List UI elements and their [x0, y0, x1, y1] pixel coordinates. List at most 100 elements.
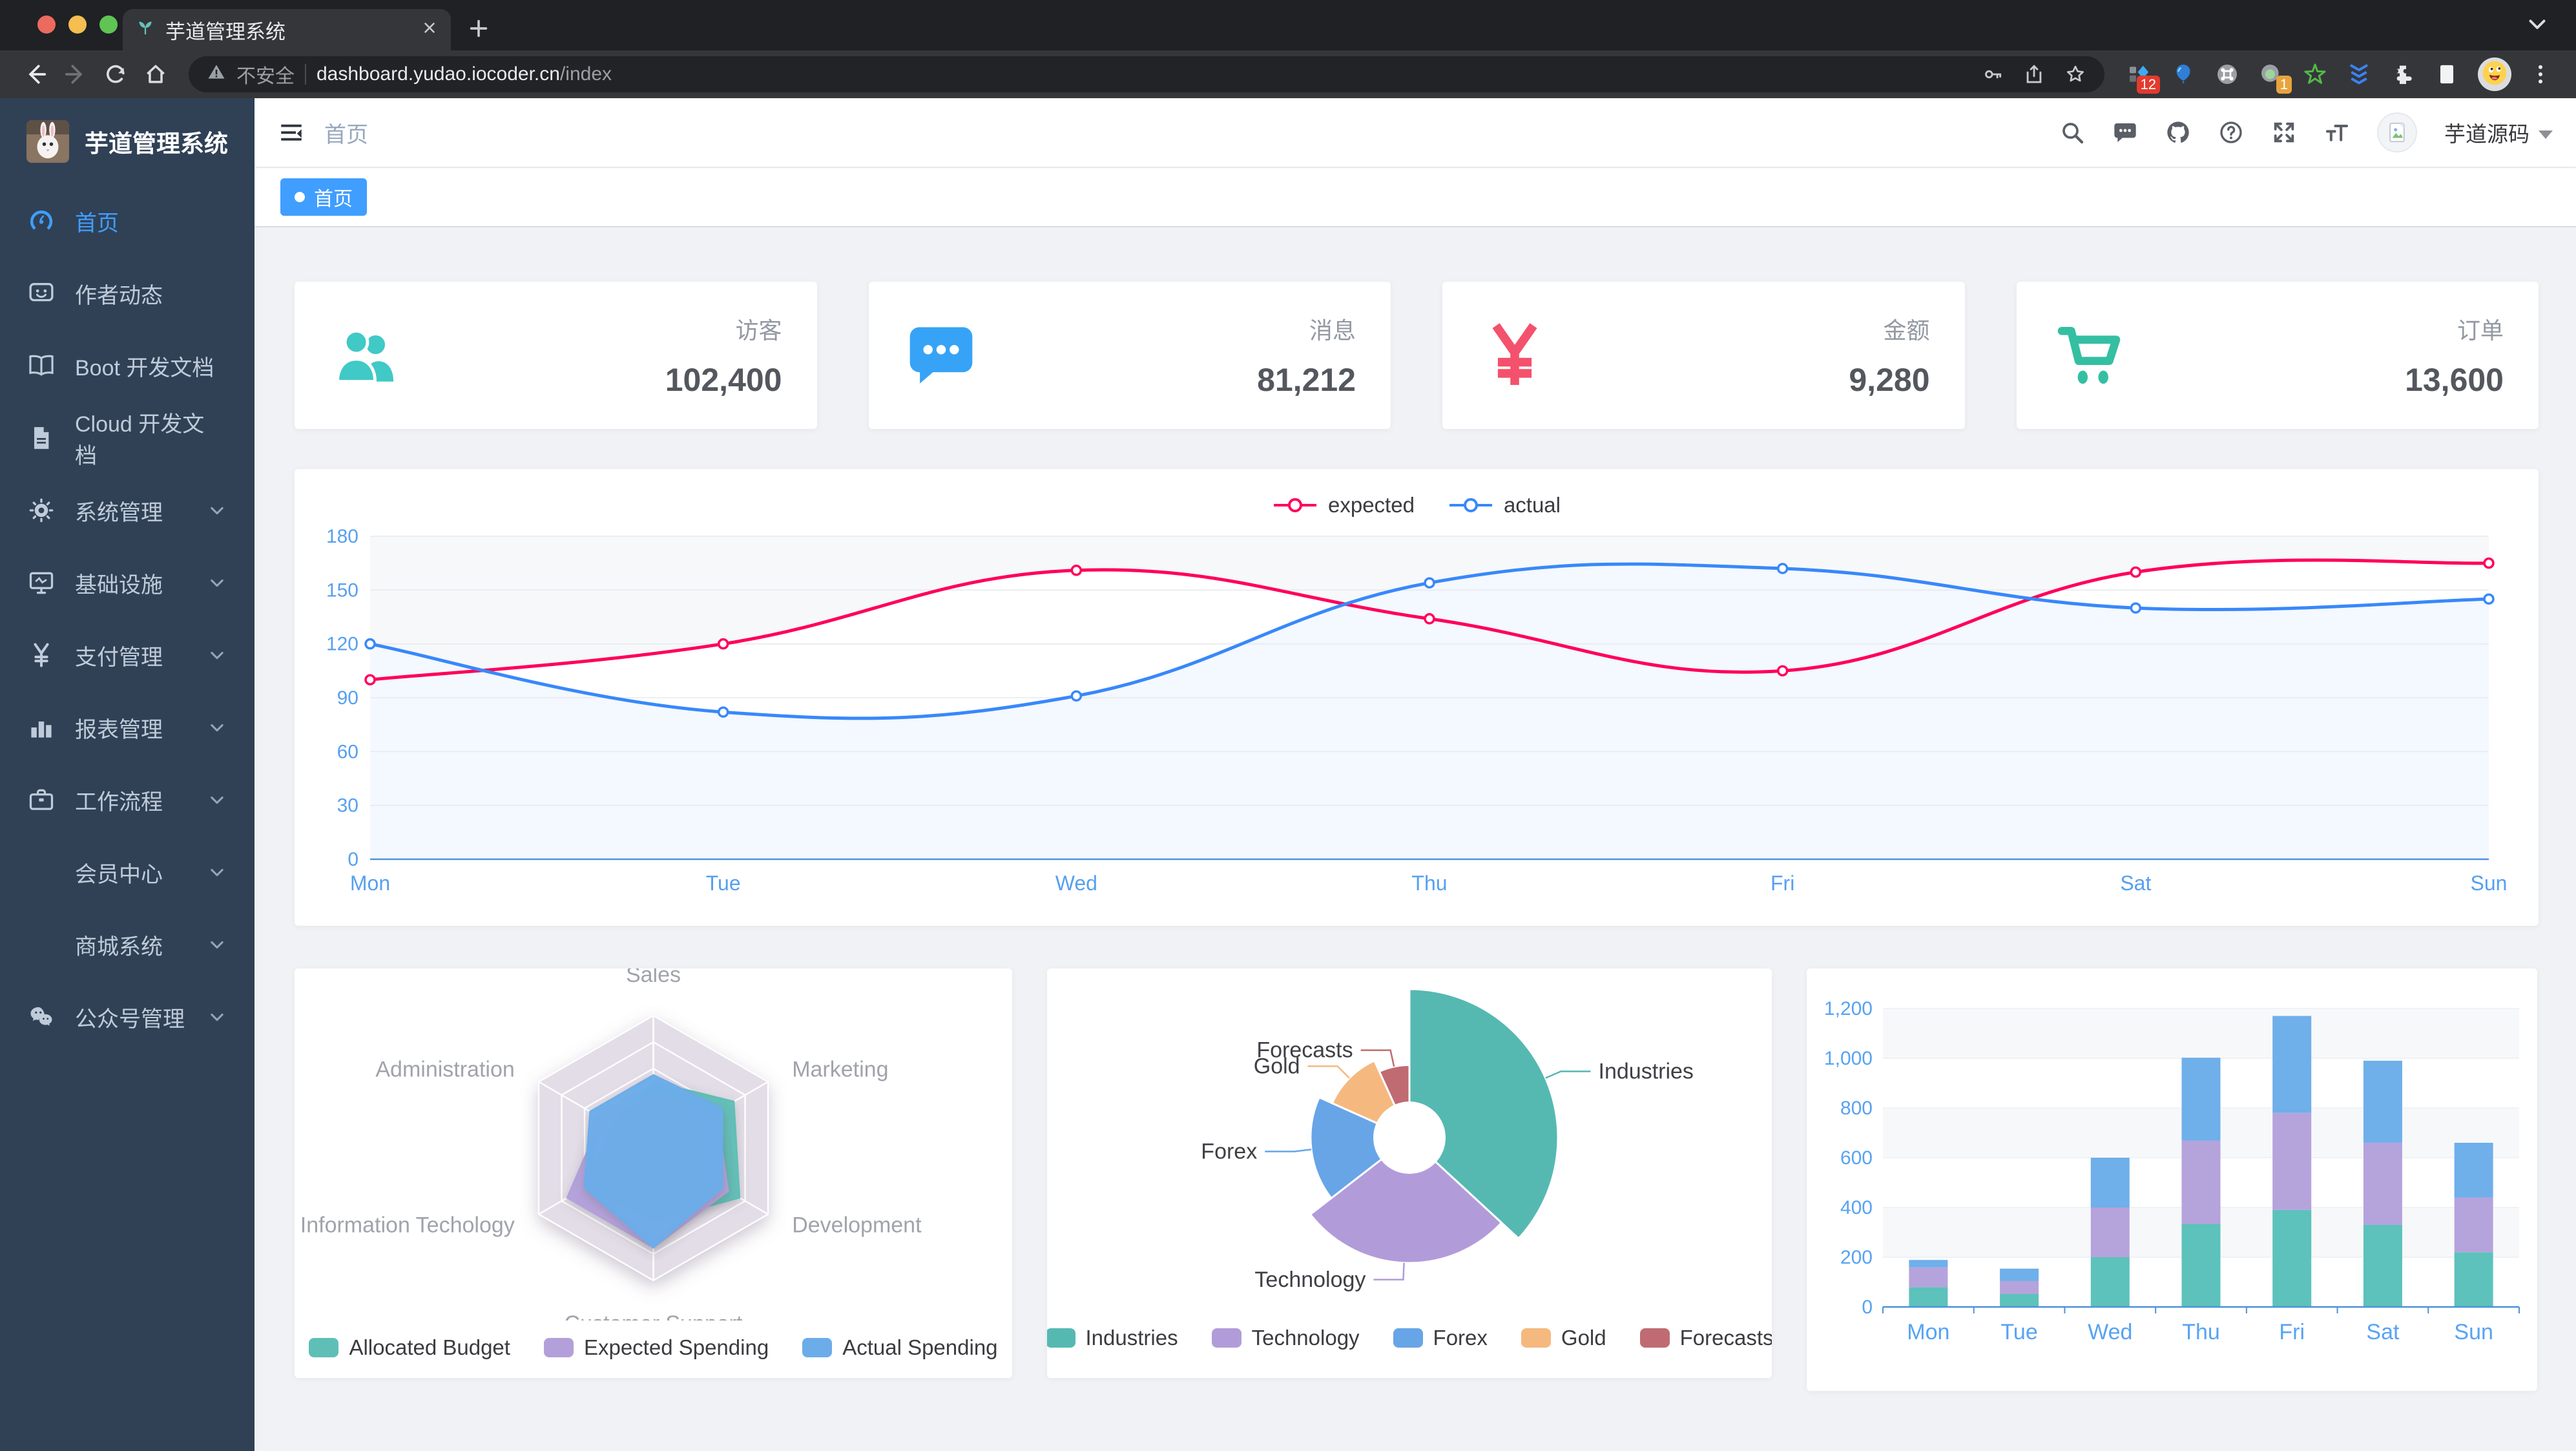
book-icon [27, 351, 56, 380]
sidebar-item-1[interactable]: 首页 [0, 185, 254, 257]
svg-text:60: 60 [337, 741, 358, 762]
window-controls[interactable] [37, 16, 118, 34]
sidebar-item-label: Cloud 开发文档 [75, 412, 205, 468]
sidebar-item-12[interactable]: 公众号管理 [0, 981, 254, 1053]
forward-icon[interactable] [63, 62, 88, 87]
legend-item-actual-spending[interactable]: Actual Spending [802, 1335, 998, 1360]
message-icon[interactable] [2112, 120, 2138, 145]
browser-profile-avatar[interactable] [2478, 57, 2511, 91]
reload-icon[interactable] [103, 62, 128, 87]
legend-item-expected[interactable]: expected [1272, 493, 1415, 517]
weekly-bar-chart[interactable]: 0 200 400 600 800 1,000 1,200 Mon Tue Wed Thu Fri Sa… [1807, 981, 2537, 1362]
share-icon[interactable] [2023, 63, 2045, 85]
svg-text:Marketing: Marketing [792, 1058, 888, 1082]
stat-card-1[interactable]: 访客 102,400 [295, 282, 817, 429]
svg-text:180: 180 [326, 526, 358, 547]
stat-card-4[interactable]: 订单 13,600 [2016, 282, 2539, 429]
new-tab-button[interactable] [468, 17, 490, 43]
zoom-window-button[interactable] [99, 16, 118, 34]
sidebar-item-2[interactable]: 作者动态 [0, 257, 254, 329]
sidebar-item-label: 首页 [75, 211, 119, 236]
bookmark-star-icon[interactable] [2064, 63, 2086, 85]
extension-green-star-icon[interactable] [2302, 61, 2328, 87]
tab-title: 芋道管理系统 [165, 20, 286, 43]
svg-text:90: 90 [337, 687, 358, 709]
svg-text:30: 30 [337, 795, 358, 817]
wechat-icon [27, 1003, 56, 1031]
sidebar-item-3[interactable]: Boot 开发文档 [0, 329, 254, 402]
close-icon[interactable] [421, 18, 438, 41]
key-icon[interactable] [1982, 63, 2004, 85]
legend-item-forecasts[interactable]: Forecasts [1639, 1326, 1772, 1350]
svg-text:Administration: Administration [375, 1058, 514, 1082]
extension-puzzle-icon[interactable] [2390, 61, 2416, 87]
legend-item-allocated-budget[interactable]: Allocated Budget [309, 1335, 510, 1360]
stat-card-2[interactable]: 消息 81,212 [868, 282, 1391, 429]
legend-item-actual[interactable]: actual [1448, 493, 1561, 517]
sidebar-item-8[interactable]: 报表管理 [0, 691, 254, 764]
github-icon[interactable] [2165, 120, 2191, 145]
budget-radar-chart[interactable]: Sales Administration Information Techology… [295, 968, 1012, 1321]
legend-item-technology[interactable]: Technology [1211, 1326, 1360, 1350]
tag-home[interactable]: 首页 [280, 178, 367, 216]
legend-item-expected-spending[interactable]: Expected Spending [543, 1335, 769, 1360]
svg-text:Forecasts: Forecasts [1256, 1038, 1353, 1063]
svg-text:400: 400 [1840, 1197, 1873, 1218]
breadcrumb[interactable]: 首页 [324, 122, 368, 147]
stat-card-3[interactable]: 金额 9,280 [1442, 282, 1965, 429]
chevron-down-icon [208, 501, 226, 519]
sidebar-item-4[interactable]: Cloud 开发文档 [0, 402, 254, 474]
weekly-line-chart[interactable]: 0 30 60 90 120 150 180 Mon Tue Wed Thu Fri Sat Sun [315, 526, 2518, 913]
chevron-down-icon [208, 791, 226, 809]
address-bar[interactable]: 不安全 dashboard.yudao.iocoder.cn/index [189, 56, 2104, 92]
extension-command-icon[interactable] [2214, 61, 2240, 87]
sidebar-item-7[interactable]: 支付管理 [0, 619, 254, 691]
divider [305, 64, 306, 85]
warning-icon [207, 62, 226, 87]
browser-tab[interactable]: 芋道管理系统 [123, 9, 451, 50]
legend-swatch [1047, 1328, 1075, 1348]
sidebar-item-11[interactable]: 商城系统 [0, 908, 254, 981]
legend-item-industries[interactable]: Industries [1047, 1326, 1178, 1350]
home-icon[interactable] [143, 62, 168, 87]
search-icon[interactable] [2059, 120, 2085, 145]
chevron-down-icon [208, 646, 226, 664]
svg-text:0: 0 [348, 849, 358, 870]
active-tag-dot [295, 192, 305, 202]
back-icon[interactable] [23, 62, 48, 87]
extension-green-dot-icon[interactable]: 1 [2258, 61, 2292, 94]
extension-blue-chevrons-icon[interactable] [2346, 61, 2372, 87]
extension-badge: 1 [2276, 76, 2292, 94]
extension-blue-diamond-icon[interactable]: 12 [2126, 61, 2160, 94]
stat-card-value: 9,280 [1849, 362, 1930, 398]
svg-text:Industries: Industries [1599, 1059, 1694, 1083]
stat-card-label: 金额 [1883, 317, 1930, 344]
close-window-button[interactable] [37, 16, 56, 34]
text-size-icon[interactable] [2324, 120, 2350, 145]
app-logo[interactable]: 芋道管理系统 [0, 98, 254, 185]
sidebar-item-9[interactable]: 工作流程 [0, 764, 254, 836]
extension-reader-icon[interactable] [2434, 61, 2460, 87]
extension-balloon-icon[interactable] [2170, 61, 2196, 87]
hamburger-icon[interactable] [278, 119, 305, 146]
legend-swatch [1521, 1328, 1551, 1348]
user-avatar[interactable] [2377, 112, 2417, 152]
legend-item-forex[interactable]: Forex [1393, 1326, 1488, 1350]
legend-item-gold[interactable]: Gold [1521, 1326, 1606, 1350]
sidebar-item-5[interactable]: 系统管理 [0, 474, 254, 547]
minimize-window-button[interactable] [68, 16, 87, 34]
svg-text:Sun: Sun [2471, 872, 2508, 895]
tab-search-chevron-icon[interactable] [2526, 12, 2549, 39]
fullscreen-icon[interactable] [2271, 120, 2297, 145]
legend-swatch [802, 1338, 833, 1357]
user-menu[interactable]: 芋道源码 [2444, 117, 2553, 148]
sidebar-item-10[interactable]: 会员中心 [0, 836, 254, 908]
legend-label: Technology [1251, 1326, 1360, 1350]
kebab-menu-icon[interactable] [2528, 62, 2553, 87]
browser-toolbar: 不安全 dashboard.yudao.iocoder.cn/index 12 1 [0, 50, 2576, 98]
svg-text:Tue: Tue [706, 872, 741, 895]
sidebar-item-label: Boot 开发文档 [75, 355, 214, 381]
sidebar-item-6[interactable]: 基础设施 [0, 547, 254, 619]
question-icon[interactable] [2218, 120, 2244, 145]
